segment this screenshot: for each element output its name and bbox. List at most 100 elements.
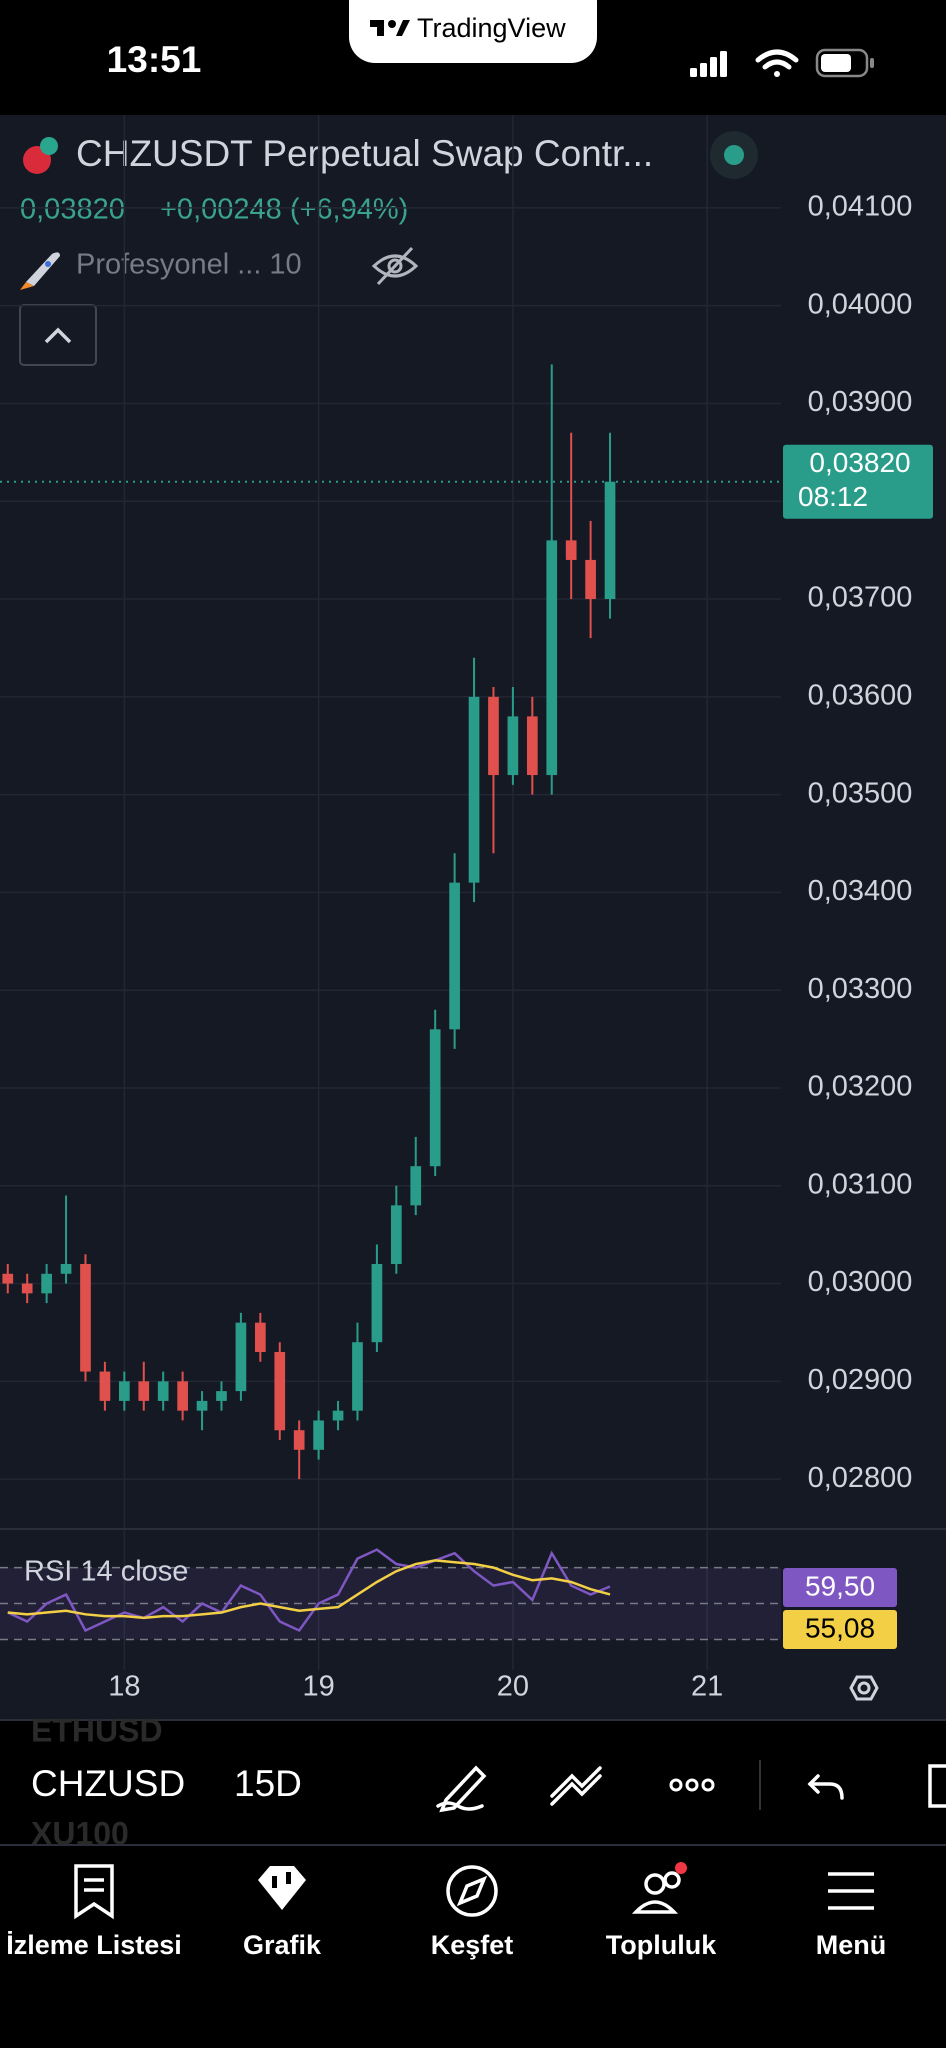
collapse-button[interactable]: [19, 304, 97, 366]
signal-icon-part: [720, 51, 727, 77]
hide-indicator-icon-part[interactable]: [376, 246, 414, 286]
signal-icon: [690, 51, 727, 77]
community-icon-part[interactable]: [663, 1871, 681, 1889]
signal-icon-part: [690, 68, 697, 77]
more-icon-part[interactable]: [669, 1778, 683, 1792]
settings-icon-part[interactable]: [849, 1675, 879, 1701]
price-tag-countdown: 08:12: [798, 481, 868, 512]
candle-body: [177, 1381, 188, 1411]
community-icon-part[interactable]: [675, 1862, 687, 1874]
clock: 13:51: [107, 39, 202, 80]
x-tick-label: 18: [108, 1671, 140, 1703]
rsi-line: [7, 1559, 611, 1620]
nav-label[interactable]: İzleme Listesi: [6, 1930, 182, 1960]
y-tick-label: 0,03300: [808, 973, 913, 1005]
x-tick-label: 21: [691, 1671, 723, 1703]
y-tick-label: 0,03900: [808, 386, 913, 418]
plot: 18 19 20 21 0,02800 0,02900 0,03000 0,03100 0,03…: [0, 115, 946, 1703]
explore-icon[interactable]: [446, 1865, 498, 1917]
rocket-icon-part: [20, 282, 34, 290]
candle-body: [157, 1381, 169, 1401]
nav-label[interactable]: Menü: [816, 1930, 887, 1960]
candle-body: [274, 1352, 286, 1431]
candle-body: [604, 481, 616, 600]
candle-body: [41, 1273, 52, 1294]
indicator-label[interactable]: Profesyonel ... 10: [76, 249, 302, 281]
chart-icon-part[interactable]: [258, 1866, 306, 1910]
undo-icon[interactable]: [807, 1774, 844, 1800]
chart-icon-part[interactable]: [272, 1876, 277, 1888]
y-tick-label: 0,03400: [808, 875, 913, 907]
ghost-symbol: XU100: [31, 1815, 129, 1851]
market-status-dot: [724, 145, 744, 165]
candle-body: [546, 540, 558, 776]
y-tick-label: 0,02800: [808, 1462, 913, 1494]
battery-icon-part: [815, 48, 869, 78]
y-tick-label: 0,03600: [808, 679, 913, 711]
trend-tool-icon-part[interactable]: [550, 1766, 602, 1798]
header-change: +0,00248 (+6,94%): [160, 194, 408, 226]
chart-icon[interactable]: [258, 1866, 306, 1910]
candle-body: [507, 716, 519, 776]
trend-tool-icon[interactable]: [550, 1766, 602, 1806]
rsi-value-box: [783, 1568, 897, 1607]
settings-icon[interactable]: [849, 1675, 879, 1701]
x-tick-label: 19: [302, 1671, 334, 1703]
toolbar-symbol[interactable]: CHZUSD: [31, 1763, 185, 1804]
y-tick-label: 0,03100: [808, 1168, 913, 1200]
candle-body: [313, 1420, 324, 1450]
community-icon-part[interactable]: [644, 1873, 666, 1895]
y-tick-label: 0,04100: [808, 191, 913, 223]
community-icon-part[interactable]: [631, 1900, 679, 1914]
y-tick-label: 0,03000: [808, 1266, 913, 1298]
watchlist-icon[interactable]: [74, 1864, 114, 1920]
toolbar-interval[interactable]: 15D: [234, 1763, 302, 1804]
brand-logo-part: [396, 20, 410, 36]
brand-logo: [370, 20, 410, 36]
candle-body: [526, 716, 538, 776]
brand-pill: [349, 0, 597, 63]
y-tick-label: 0,02900: [808, 1364, 913, 1396]
nav-label[interactable]: Keşfet: [431, 1930, 514, 1960]
price-tag: [783, 444, 933, 519]
chart-icon-part[interactable]: [286, 1872, 291, 1884]
trend-tool-icon-part[interactable]: [550, 1774, 602, 1806]
battery-icon: [815, 48, 874, 78]
watchlist-icon-part[interactable]: [74, 1864, 114, 1920]
candle-body: [565, 540, 577, 560]
explore-icon-part[interactable]: [446, 1865, 498, 1917]
menu-icon[interactable]: [828, 1872, 874, 1910]
explore-icon-part[interactable]: [456, 1875, 488, 1907]
more-icon-part[interactable]: [701, 1778, 715, 1792]
draw-tool-icon[interactable]: [436, 1765, 487, 1813]
battery-icon-part: [870, 58, 874, 68]
candle-body: [352, 1342, 363, 1411]
hide-indicator-icon[interactable]: [371, 246, 419, 286]
undo-icon-part[interactable]: [808, 1782, 844, 1800]
brand-name: TradingView: [417, 13, 566, 43]
candle-body: [293, 1430, 305, 1450]
chart-area: [0, 115, 946, 1720]
candle-body: [488, 696, 499, 776]
fullscreen-icon[interactable]: [928, 1764, 946, 1808]
rocket-icon: [20, 252, 60, 290]
candle-body: [80, 1263, 91, 1372]
rsi-title: RSI 14 close: [24, 1556, 188, 1588]
draw-tool-icon-part[interactable]: [436, 1801, 484, 1811]
settings-icon-part[interactable]: [857, 1681, 871, 1695]
community-icon[interactable]: [631, 1862, 687, 1914]
nav-label[interactable]: Grafik: [243, 1930, 322, 1960]
symbol-title[interactable]: CHZUSDT Perpetual Swap Contr...: [76, 133, 653, 174]
candle-body: [138, 1381, 150, 1401]
y-tick-label: 0,04000: [808, 288, 913, 320]
candle-body: [449, 882, 460, 1030]
header-price: 0,03820: [20, 194, 125, 226]
rsi-value-label: 55,08: [805, 1612, 875, 1643]
draw-tool-icon-part[interactable]: [439, 1765, 487, 1813]
candle-body: [468, 696, 480, 883]
more-icon[interactable]: [669, 1778, 715, 1792]
more-icon-part[interactable]: [685, 1778, 699, 1792]
signal-icon-part: [710, 57, 717, 77]
hide-indicator-icon-part[interactable]: [387, 258, 403, 274]
nav-label[interactable]: Topluluk: [606, 1930, 717, 1960]
